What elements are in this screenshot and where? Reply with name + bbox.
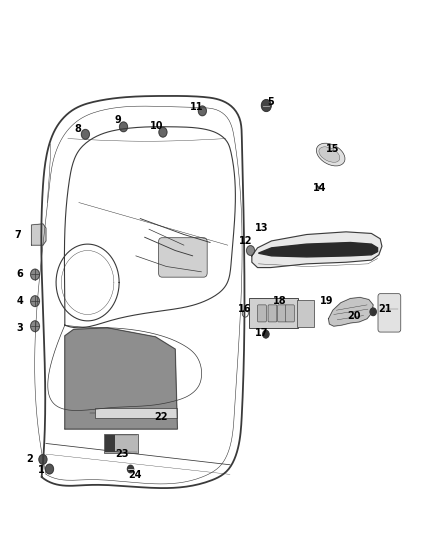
FancyBboxPatch shape — [104, 434, 138, 453]
Circle shape — [46, 464, 53, 474]
FancyBboxPatch shape — [249, 298, 298, 328]
Text: 20: 20 — [347, 311, 360, 320]
Text: 15: 15 — [326, 144, 339, 154]
Text: 21: 21 — [378, 304, 391, 314]
Circle shape — [263, 330, 269, 338]
Text: 3: 3 — [16, 323, 23, 333]
Polygon shape — [32, 224, 46, 245]
FancyBboxPatch shape — [297, 300, 314, 327]
Circle shape — [198, 106, 206, 116]
Polygon shape — [252, 232, 382, 268]
Text: 19: 19 — [320, 296, 333, 306]
Text: 16: 16 — [238, 304, 251, 314]
Circle shape — [127, 465, 134, 473]
Text: 2: 2 — [26, 455, 33, 464]
FancyBboxPatch shape — [286, 305, 294, 322]
Polygon shape — [258, 243, 378, 257]
Text: 6: 6 — [16, 270, 23, 279]
Circle shape — [247, 246, 254, 255]
Text: 13: 13 — [255, 223, 268, 233]
Text: 17: 17 — [255, 328, 268, 338]
Text: 11: 11 — [191, 102, 204, 111]
Circle shape — [261, 100, 271, 111]
Circle shape — [370, 308, 376, 316]
Text: 4: 4 — [16, 296, 23, 306]
Text: 1: 1 — [38, 465, 45, 475]
Text: 5: 5 — [267, 98, 274, 107]
Text: 23: 23 — [115, 449, 128, 459]
Circle shape — [120, 122, 127, 132]
FancyBboxPatch shape — [95, 408, 177, 418]
Polygon shape — [65, 328, 177, 429]
FancyBboxPatch shape — [268, 305, 277, 322]
Circle shape — [159, 127, 167, 137]
Polygon shape — [328, 297, 373, 326]
Text: 7: 7 — [14, 230, 21, 239]
Text: 9: 9 — [114, 115, 121, 125]
FancyBboxPatch shape — [278, 305, 286, 322]
Text: 12: 12 — [240, 236, 253, 246]
Ellipse shape — [319, 147, 340, 163]
FancyBboxPatch shape — [378, 294, 401, 332]
Text: 14: 14 — [313, 183, 326, 192]
Text: 24: 24 — [128, 471, 141, 480]
FancyBboxPatch shape — [159, 238, 207, 277]
Circle shape — [31, 296, 39, 306]
Text: 10: 10 — [150, 122, 163, 131]
Ellipse shape — [316, 143, 345, 166]
Circle shape — [81, 130, 89, 139]
Text: 8: 8 — [74, 124, 81, 134]
Circle shape — [39, 455, 47, 464]
Circle shape — [31, 321, 39, 332]
Circle shape — [31, 269, 39, 280]
FancyBboxPatch shape — [105, 435, 115, 452]
Text: 18: 18 — [272, 296, 286, 306]
Text: 22: 22 — [155, 412, 168, 422]
FancyBboxPatch shape — [258, 305, 266, 322]
